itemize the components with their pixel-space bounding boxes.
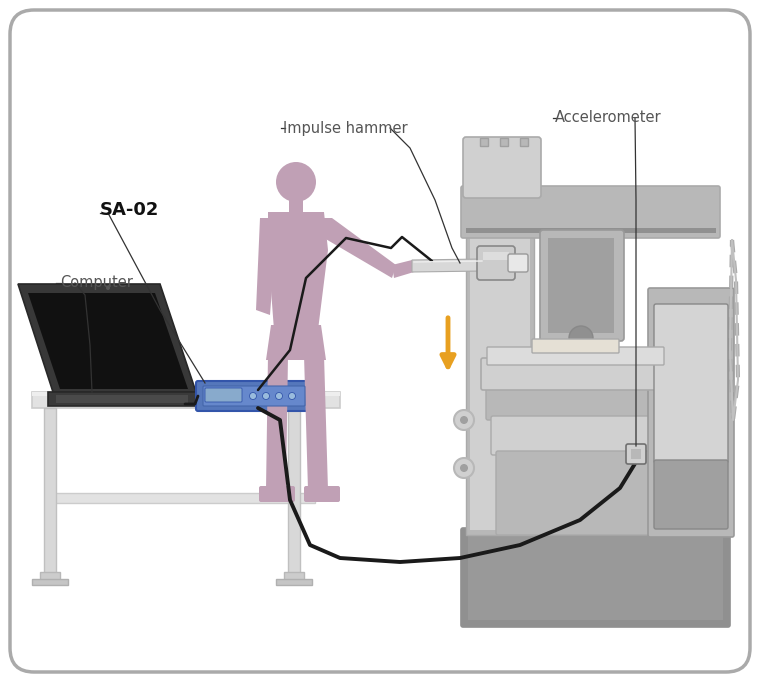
Text: Computer: Computer [60,276,133,291]
Polygon shape [268,212,328,330]
FancyBboxPatch shape [461,186,720,238]
FancyBboxPatch shape [491,416,660,455]
FancyBboxPatch shape [205,388,242,402]
Polygon shape [392,260,414,278]
Circle shape [289,393,296,400]
Polygon shape [266,355,288,490]
Bar [548,238,614,333]
FancyBboxPatch shape [486,386,665,420]
Bar [520,138,528,146]
FancyBboxPatch shape [203,386,305,406]
Circle shape [249,393,256,400]
FancyBboxPatch shape [481,358,670,390]
Bar [483,252,509,260]
Bar [32,392,340,396]
Polygon shape [304,355,328,490]
Text: Impulse hammer: Impulse hammer [283,121,407,136]
Bar [284,572,304,580]
FancyBboxPatch shape [540,230,624,341]
Circle shape [275,393,283,400]
Bar [466,228,716,233]
FancyBboxPatch shape [496,451,655,535]
Circle shape [106,286,110,290]
FancyBboxPatch shape [304,486,340,502]
Circle shape [454,458,474,478]
FancyBboxPatch shape [487,347,664,365]
Bar [56,395,188,403]
Bar [288,408,300,576]
FancyBboxPatch shape [508,254,528,272]
Circle shape [569,326,593,350]
Bar [32,579,68,585]
FancyBboxPatch shape [259,486,295,502]
Text: Accelerometer: Accelerometer [555,110,662,125]
Bar [32,392,340,408]
Polygon shape [266,325,326,360]
Bar [470,200,530,530]
Bar [466,195,534,535]
Polygon shape [412,259,484,272]
Bar [40,572,60,580]
Polygon shape [18,284,196,392]
Bar [276,579,312,585]
FancyBboxPatch shape [461,528,730,627]
FancyBboxPatch shape [10,10,750,672]
Bar [500,138,508,146]
FancyBboxPatch shape [532,339,619,353]
Bar [44,408,56,576]
FancyBboxPatch shape [196,381,312,411]
Bar [631,449,641,459]
FancyBboxPatch shape [648,288,734,537]
Polygon shape [48,392,196,406]
FancyBboxPatch shape [463,137,541,198]
Bar [55,493,315,503]
FancyBboxPatch shape [654,460,728,529]
FancyBboxPatch shape [626,444,646,464]
Text: SA-02: SA-02 [100,201,160,219]
Circle shape [262,393,270,400]
Polygon shape [28,293,188,389]
Circle shape [460,416,468,424]
Circle shape [276,162,316,202]
Bar [468,535,723,620]
Bar [289,200,303,212]
Bar [480,138,488,146]
Circle shape [460,464,468,472]
Polygon shape [256,218,276,315]
Circle shape [454,410,474,430]
FancyBboxPatch shape [654,304,728,463]
Polygon shape [322,218,396,278]
FancyBboxPatch shape [477,246,515,280]
